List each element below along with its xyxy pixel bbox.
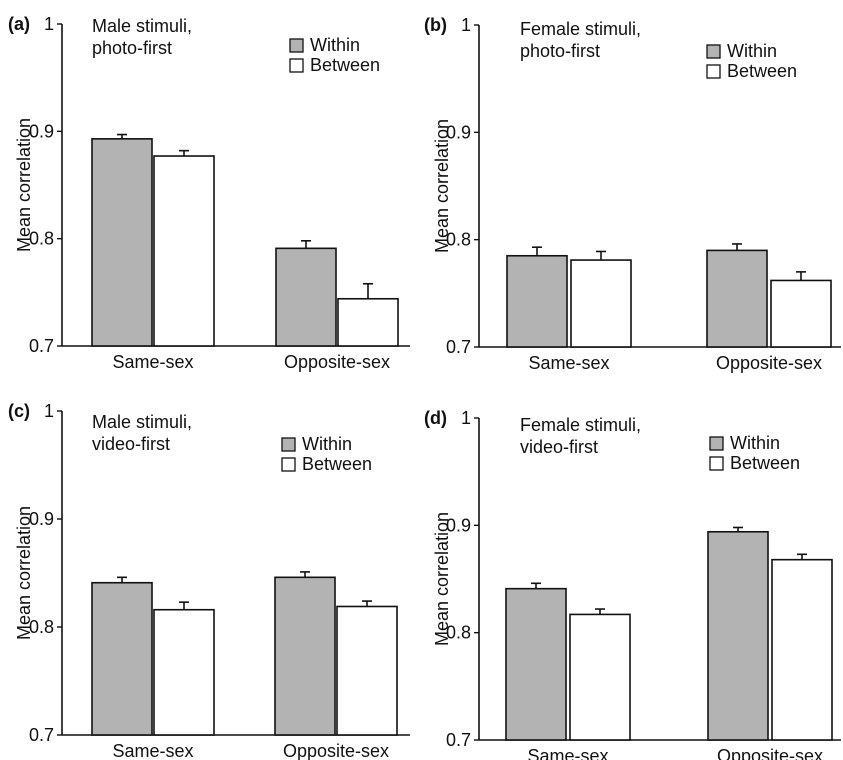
panel-title-line: Female stimuli, [520, 415, 641, 435]
y-tick-label: 0.9 [29, 509, 54, 529]
x-category-label: Same-sex [527, 746, 608, 760]
legend-swatch-within [706, 44, 721, 59]
y-axis-label: Mean correlation [14, 118, 34, 252]
chart-panel-3: (d) 0.7 0.8 0.9 1 Mean correlation Female stim… [424, 408, 841, 760]
panel-letter: (b) [424, 15, 447, 35]
y-tick-label: 0.9 [446, 515, 471, 535]
bar-within-1 [274, 576, 336, 736]
x-category-label: Same-sex [112, 741, 193, 760]
y-axis-label: Mean correlation [432, 119, 452, 253]
panel-title-line: video-first [92, 434, 170, 454]
bar-between-0 [153, 608, 215, 736]
x-category-label: Same-sex [112, 352, 193, 372]
legend-label: Between [730, 453, 800, 473]
bar-within-0 [506, 254, 568, 348]
bar-between-1 [336, 605, 398, 736]
y-tick-label: 0.9 [446, 122, 471, 142]
legend-label: Within [730, 433, 780, 453]
legend-swatch-between [281, 457, 296, 472]
y-tick-label: 0.7 [29, 725, 54, 745]
chart-panel-2: (c) 0.7 0.8 0.9 1 Mean correlation Male stimul… [8, 401, 410, 760]
y-tick-label: 0.8 [29, 229, 54, 249]
x-category-label: Opposite-sex [716, 353, 822, 373]
legend-label: Within [302, 434, 352, 454]
chart-panel-0: (a) 0.7 0.8 0.9 1 Mean correlation Male stimul… [8, 14, 410, 372]
y-tick-label: 0.7 [29, 336, 54, 356]
bar-between-1 [770, 279, 832, 348]
legend-label: Within [310, 35, 360, 55]
legend-swatch-between [289, 58, 304, 73]
bar-within-1 [275, 247, 337, 347]
x-category-label: Same-sex [528, 353, 609, 373]
panel-title-line: Male stimuli, [92, 412, 192, 432]
y-tick-label: 0.7 [446, 730, 471, 750]
legend-swatch-within [709, 436, 724, 451]
y-tick-label: 1 [44, 14, 54, 34]
y-tick-label: 1 [461, 408, 471, 428]
legend-swatch-within [289, 38, 304, 53]
bar-between-0 [569, 613, 631, 741]
legend-label: Between [310, 55, 380, 75]
y-tick-label: 0.8 [29, 617, 54, 637]
panel-title-line: photo-first [92, 38, 172, 58]
y-tick-label: 1 [461, 15, 471, 35]
panel-letter: (d) [424, 408, 447, 428]
legend-label: Within [727, 41, 777, 61]
bar-between-0 [570, 259, 632, 348]
panel-title-line: Female stimuli, [520, 19, 641, 39]
legend-swatch-between [709, 456, 724, 471]
legend-swatch-between [706, 64, 721, 79]
chart-panel-1: (b) 0.7 0.8 0.9 1 Mean correlation Female stim… [424, 15, 841, 373]
panel-letter: (c) [8, 401, 30, 421]
legend-label: Between [727, 61, 797, 81]
panel-title-line: video-first [520, 437, 598, 457]
bar-within-0 [91, 138, 153, 347]
legend-label: Between [302, 454, 372, 474]
y-tick-label: 0.8 [446, 623, 471, 643]
bar-between-1 [337, 297, 399, 347]
y-tick-label: 0.7 [446, 337, 471, 357]
bar-between-1 [771, 558, 833, 741]
x-category-label: Opposite-sex [283, 741, 389, 760]
y-tick-label: 1 [44, 401, 54, 421]
bar-within-1 [706, 249, 768, 348]
panel-title-line: photo-first [520, 41, 600, 61]
bar-between-0 [153, 155, 215, 347]
y-tick-label: 0.8 [446, 230, 471, 250]
x-category-label: Opposite-sex [717, 746, 823, 760]
bar-within-0 [91, 581, 153, 736]
bar-within-0 [505, 587, 567, 741]
y-axis-label: Mean correlation [432, 512, 452, 646]
y-axis-label: Mean correlation [14, 506, 34, 640]
panel-title-line: Male stimuli, [92, 16, 192, 36]
panel-letter: (a) [8, 14, 30, 34]
legend-swatch-within [281, 437, 296, 452]
y-tick-label: 0.9 [29, 121, 54, 141]
x-category-label: Opposite-sex [284, 352, 390, 372]
bar-within-1 [707, 530, 769, 741]
